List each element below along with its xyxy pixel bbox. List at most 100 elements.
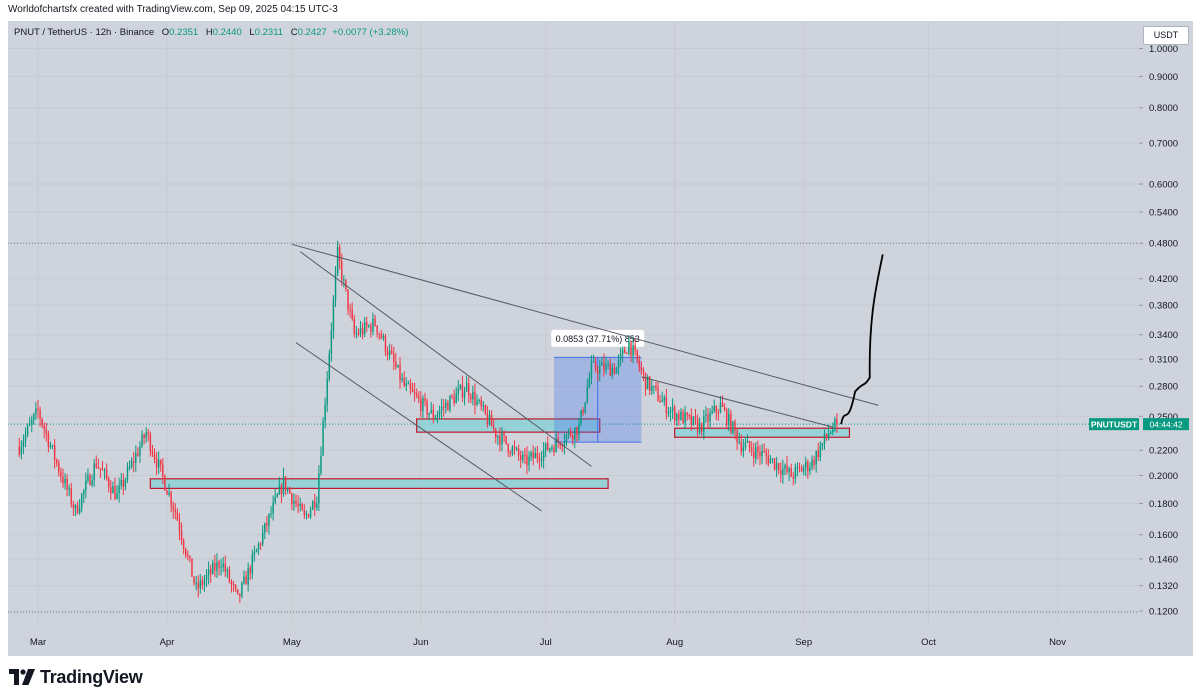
candle-body xyxy=(688,414,690,416)
candle-body xyxy=(110,487,112,494)
chart-credit: Worldofchartsfx created with TradingView… xyxy=(8,4,338,15)
candle-body xyxy=(530,452,532,457)
candle-body xyxy=(765,452,767,456)
candle-body xyxy=(609,363,611,376)
candle-body xyxy=(453,396,455,404)
candle-body xyxy=(382,335,385,339)
candle-body xyxy=(347,289,349,310)
candle-body xyxy=(734,421,736,431)
candle-body xyxy=(796,466,799,468)
candle-body xyxy=(432,409,435,420)
candle-body xyxy=(203,580,206,585)
candle-body xyxy=(78,508,81,513)
legend-high-value: 0.2440 xyxy=(212,27,242,38)
candle-body xyxy=(24,433,27,442)
legend-close-value: 0.2427 xyxy=(297,27,327,38)
candle-body xyxy=(644,373,647,390)
candle-body xyxy=(55,459,58,463)
price-tick-label: 0.8000 xyxy=(1149,103,1178,114)
candle-body xyxy=(669,410,672,413)
candle-body xyxy=(366,322,368,327)
candle-body xyxy=(411,388,414,392)
candle-body xyxy=(160,459,162,465)
candle-body xyxy=(557,438,559,443)
candle-body xyxy=(143,434,145,439)
price-tick-label: 0.3800 xyxy=(1149,301,1178,312)
candle-body xyxy=(105,469,108,479)
candle-body xyxy=(247,567,249,585)
candle-body xyxy=(401,378,403,381)
candle-body xyxy=(517,448,520,456)
candle-body xyxy=(834,418,836,430)
candle-body xyxy=(463,391,466,398)
candle-body xyxy=(626,353,628,355)
legend-low-value: 0.2311 xyxy=(254,27,284,38)
candle-body xyxy=(809,467,811,472)
trendline xyxy=(641,376,833,428)
candle-body xyxy=(58,462,60,473)
candle-body xyxy=(166,490,168,495)
candle-body xyxy=(415,393,418,397)
candle-body xyxy=(430,409,432,414)
candle-body xyxy=(534,452,537,459)
candle-body xyxy=(228,569,231,582)
candle-body xyxy=(827,433,830,437)
symbol-legend[interactable]: PNUT / TetherUS · 12h · Binance O0.2351 … xyxy=(14,27,408,38)
trendline xyxy=(299,251,592,467)
candle-body xyxy=(582,410,584,413)
candle-body xyxy=(449,395,451,411)
candle-body xyxy=(505,435,507,444)
candle-body xyxy=(798,466,801,468)
price-tick-label: 0.1600 xyxy=(1149,530,1178,541)
legend-symbol: PNUT / TetherUS · 12h · Binance xyxy=(14,27,155,38)
candle-body xyxy=(455,393,457,404)
candle-body xyxy=(673,407,676,421)
candle-body xyxy=(174,509,177,513)
legend-open-label: O xyxy=(161,27,170,38)
candle-body xyxy=(153,454,156,460)
candle-body xyxy=(815,451,817,465)
candle-body xyxy=(155,459,158,468)
currency-unit-button[interactable]: USDT xyxy=(1143,26,1189,45)
candle-body xyxy=(195,583,197,585)
candle-body xyxy=(503,432,505,436)
candle-body xyxy=(43,425,45,430)
candle-body xyxy=(293,500,295,505)
candle-body xyxy=(461,384,464,398)
candle-body xyxy=(374,318,376,326)
candle-body xyxy=(709,412,711,422)
candle-body xyxy=(182,540,185,549)
candle-body xyxy=(424,398,426,401)
candle-body xyxy=(428,413,430,415)
candle-body xyxy=(99,467,102,470)
candle-body xyxy=(218,561,220,568)
candle-body xyxy=(93,463,95,481)
candle-body xyxy=(559,442,561,446)
candle-body xyxy=(594,361,597,370)
legend-open-value: 0.2351 xyxy=(169,27,199,38)
candle-body xyxy=(705,414,707,417)
candle-body xyxy=(245,576,247,585)
candle-body xyxy=(676,413,678,421)
candle-body xyxy=(492,426,495,429)
candle-body xyxy=(80,494,83,509)
candle-body xyxy=(759,451,761,457)
candle-body xyxy=(332,299,335,331)
candle-body xyxy=(386,351,389,356)
candle-body xyxy=(289,488,291,494)
candle-body xyxy=(551,447,553,449)
candle-body xyxy=(216,561,218,571)
candle-body xyxy=(484,405,487,414)
candle-body xyxy=(255,549,258,553)
candle-body xyxy=(780,470,782,475)
candle-body xyxy=(162,464,164,476)
candle-body xyxy=(355,332,358,334)
candle-body xyxy=(578,424,580,436)
candle-body xyxy=(547,442,549,451)
candle-body xyxy=(592,361,595,363)
time-tick-label: Jun xyxy=(413,637,428,648)
candle-body xyxy=(761,451,763,457)
candle-body xyxy=(490,414,493,427)
candle-body xyxy=(474,391,476,406)
